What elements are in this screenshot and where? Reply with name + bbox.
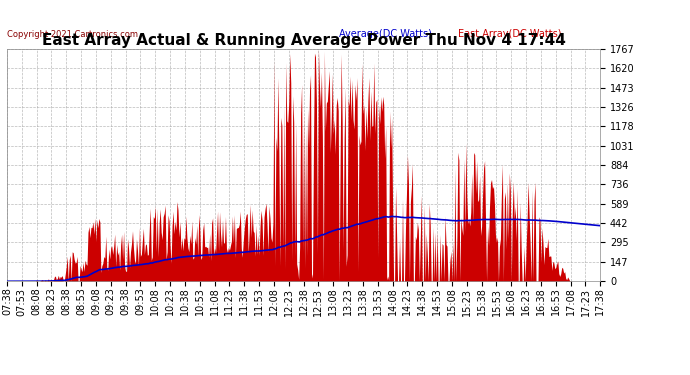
Title: East Array Actual & Running Average Power Thu Nov 4 17:44: East Array Actual & Running Average Powe… — [41, 33, 566, 48]
Text: Average(DC Watts): Average(DC Watts) — [339, 30, 432, 39]
Text: East Array(DC Watts): East Array(DC Watts) — [458, 30, 562, 39]
Text: Copyright 2021 Cartronics.com: Copyright 2021 Cartronics.com — [7, 30, 138, 39]
